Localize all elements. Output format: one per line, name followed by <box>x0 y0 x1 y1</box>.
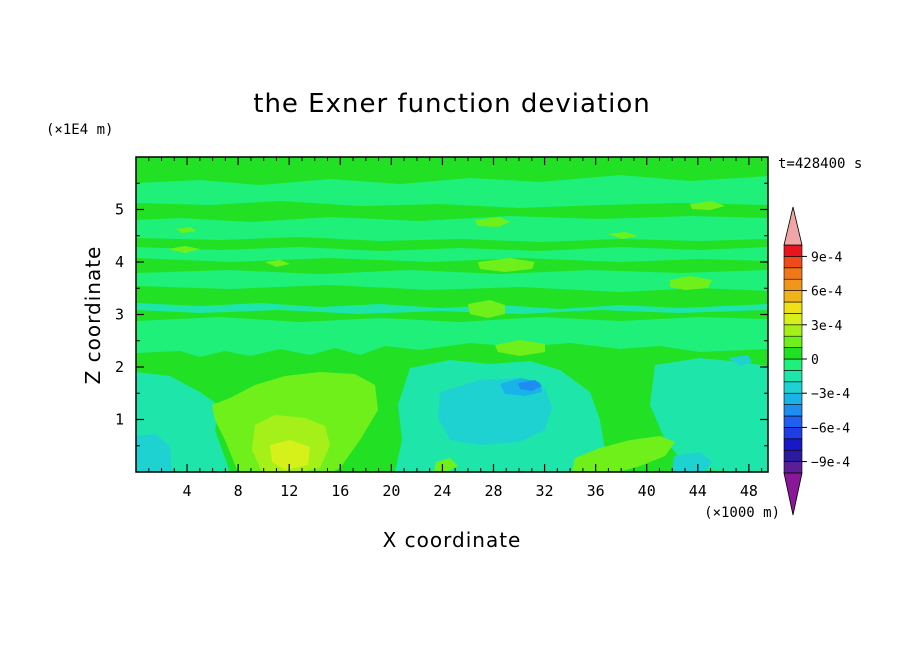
y-tick-label: 4 <box>115 253 124 271</box>
colorbar-bin <box>783 392 803 405</box>
contour-level-3 <box>270 440 310 470</box>
colorbar-bin <box>783 438 803 451</box>
x-axis: 4 8 12 16 20 24 28 32 36 40 44 48 <box>148 157 763 500</box>
colorbar-bin <box>783 313 803 326</box>
colorbar-tick-label: −6e-4 <box>811 421 850 436</box>
colorbar-bin <box>783 381 803 394</box>
x-tick-label: 36 <box>587 482 605 500</box>
x-tick-label: 12 <box>280 482 298 500</box>
y-tick-label: 2 <box>115 358 124 376</box>
x-unit-label: (×1000 m) <box>704 505 780 521</box>
y-tick-label: 5 <box>115 201 124 219</box>
colorbar-bin <box>783 256 803 269</box>
x-tick-label: 4 <box>183 482 192 500</box>
x-axis-label: X coordinate <box>383 528 522 552</box>
colorbar-bin <box>783 335 803 348</box>
colorbar-tick-label: 6e-4 <box>811 285 842 300</box>
colorbar-bin <box>783 427 803 440</box>
colorbar-bin <box>783 244 803 257</box>
x-tick-label: 24 <box>433 482 451 500</box>
y-axis: 1 2 3 4 5 <box>115 182 768 447</box>
x-tick-label: 8 <box>234 482 243 500</box>
time-label: t=428400 s <box>778 156 862 172</box>
colorbar-over-triangle <box>783 206 803 246</box>
colorbar-bin <box>783 358 803 371</box>
colorbar-bin <box>783 449 803 462</box>
colorbar-tick-label: 0 <box>811 353 819 368</box>
y-axis-label: Z coordinate <box>81 246 105 385</box>
colorbar-bin <box>783 370 803 383</box>
colorbar-tick-label: 3e-4 <box>811 319 842 334</box>
y-tick-label: 1 <box>115 411 124 429</box>
x-tick-label: 32 <box>536 482 554 500</box>
y-tick-label: 3 <box>115 306 124 324</box>
x-tick-label: 48 <box>740 482 758 500</box>
colorbar-tick-label: −3e-4 <box>811 387 850 402</box>
colorbar: 9e-4 6e-4 3e-4 0 −3e-4 −6e-4 −9e-4 <box>783 206 850 516</box>
colorbar-bin <box>783 290 803 303</box>
colorbar-under-triangle <box>783 472 803 516</box>
colorbar-bin <box>783 278 803 291</box>
plot-area <box>136 157 768 472</box>
colorbar-bin <box>783 461 803 474</box>
x-tick-label: 28 <box>484 482 502 500</box>
colorbar-bin <box>783 404 803 417</box>
x-tick-label: 20 <box>382 482 400 500</box>
colorbar-bin <box>783 415 803 428</box>
x-tick-label: 16 <box>331 482 349 500</box>
colorbar-bin <box>783 267 803 280</box>
chart-title: the Exner function deviation <box>253 89 651 119</box>
colorbar-tick-label: −9e-4 <box>811 456 850 471</box>
x-tick-label: 44 <box>689 482 707 500</box>
y-unit-label: (×1E4 m) <box>46 122 113 138</box>
colorbar-bin <box>783 301 803 314</box>
contour-level-neg4 <box>518 380 542 391</box>
colorbar-bin <box>783 347 803 360</box>
x-tick-label: 40 <box>638 482 656 500</box>
colorbar-bin <box>783 324 803 337</box>
colorbar-tick-label: 9e-4 <box>811 250 842 265</box>
